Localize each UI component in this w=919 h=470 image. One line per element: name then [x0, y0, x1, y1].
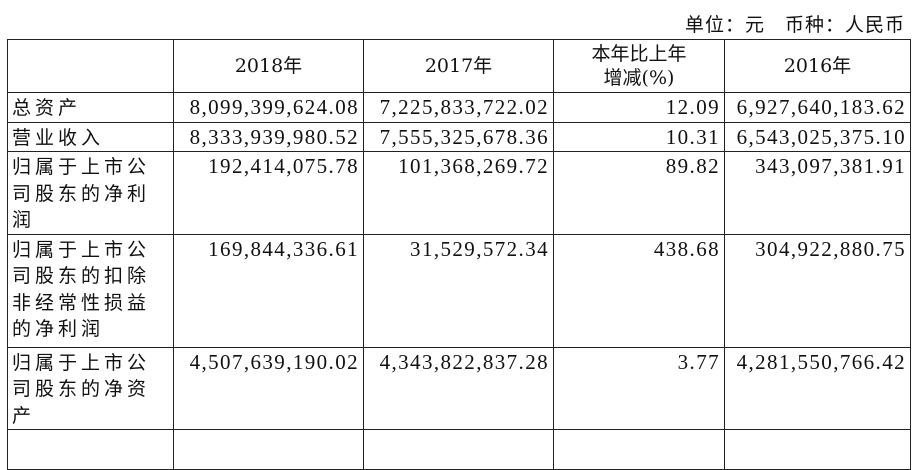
cell-2018: 4,507,639,190.02: [173, 346, 364, 430]
row-label: 归属于上市公司股东的扣除非经常性损益的净利润: [7, 233, 174, 348]
header-2016: 2016年: [724, 39, 911, 93]
row-label: 归属于上市公司股东的净利润: [7, 151, 174, 235]
cell-change: 10.31: [553, 121, 725, 152]
cell-2017: 31,529,572.34: [363, 233, 554, 348]
row-label: 总资产: [7, 92, 174, 123]
cell: [363, 429, 554, 470]
table-row: 归属于上市公司股东的净利润 192,414,075.78 101,368,269…: [7, 151, 911, 235]
cell: [7, 429, 174, 470]
cell-2016: 6,927,640,183.62: [724, 92, 911, 123]
cell-2016: 343,097,381.91: [724, 151, 911, 235]
row-label: 归属于上市公司股东的净资产: [7, 346, 174, 430]
cell-change: 438.68: [553, 233, 725, 348]
table-row: 总资产 8,099,399,624.08 7,225,833,722.02 12…: [7, 92, 911, 123]
cell-2016: 4,281,550,766.42: [724, 346, 911, 430]
unit-currency-note: 单位：元 币种：人民币: [684, 14, 905, 36]
cell-2016: 304,922,880.75: [724, 233, 911, 348]
cell-2018: 169,844,336.61: [173, 233, 364, 348]
table-row: 归属于上市公司股东的净资产 4,507,639,190.02 4,343,822…: [7, 346, 911, 430]
table-row-cut-off: [7, 429, 911, 470]
cell-2018: 192,414,075.78: [173, 151, 364, 235]
cell-2017: 101,368,269.72: [363, 151, 554, 235]
header-2017: 2017年: [363, 39, 554, 93]
cell: [724, 429, 911, 470]
table-row: 归属于上市公司股东的扣除非经常性损益的净利润 169,844,336.61 31…: [7, 233, 911, 348]
header-2018: 2018年: [173, 39, 364, 93]
header-change: 本年比上年增减(%): [553, 39, 725, 93]
header-change-text: 本年比上年增减(%): [591, 43, 687, 89]
header-row: 2018年 2017年 本年比上年增减(%) 2016年: [7, 39, 911, 93]
cell-2018: 8,099,399,624.08: [173, 92, 364, 123]
cell-change: 12.09: [553, 92, 725, 123]
cell-change: 3.77: [553, 346, 725, 430]
cell-2018: 8,333,939,980.52: [173, 121, 364, 152]
cell-2017: 4,343,822,837.28: [363, 346, 554, 430]
table-row: 营业收入 8,333,939,980.52 7,555,325,678.36 1…: [7, 121, 911, 152]
cell-2016: 6,543,025,375.10: [724, 121, 911, 152]
row-label: 营业收入: [7, 121, 174, 152]
cell-2017: 7,555,325,678.36: [363, 121, 554, 152]
cell: [553, 429, 725, 470]
header-blank: [7, 39, 174, 93]
cell-change: 89.82: [553, 151, 725, 235]
cell-2017: 7,225,833,722.02: [363, 92, 554, 123]
cell: [173, 429, 364, 470]
financial-data-table: 2018年 2017年 本年比上年增减(%) 2016年 总资产 8,099,3…: [7, 39, 911, 470]
